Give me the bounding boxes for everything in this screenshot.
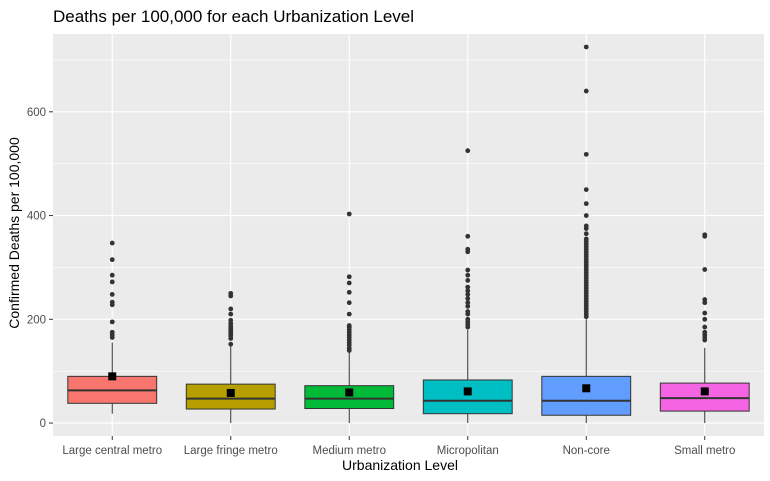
outlier-point	[465, 309, 471, 314]
outlier-point	[583, 44, 589, 50]
outlier-point	[465, 148, 471, 154]
outlier-point	[583, 223, 589, 229]
outlier-point	[228, 290, 234, 296]
x-axis: Large central metro Large fringe metro Med…	[62, 436, 735, 457]
x-tick-label: Medium metro	[313, 445, 387, 457]
outlier-point	[583, 236, 589, 242]
y-tick-label: 200	[27, 314, 46, 326]
outlier-point	[702, 324, 708, 330]
outlier-point	[346, 311, 352, 317]
outlier-point	[346, 280, 352, 286]
outlier-point	[346, 211, 352, 217]
outlier-point	[346, 300, 352, 306]
outlier-point	[228, 341, 234, 347]
mean-marker	[700, 387, 709, 396]
y-tick-label: 600	[27, 107, 46, 119]
outlier-point	[109, 329, 115, 335]
y-axis-title: Confirmed Deaths per 100,000	[6, 137, 22, 329]
outlier-point	[583, 88, 589, 94]
outlier-point	[465, 303, 471, 309]
box-group	[659, 232, 750, 424]
outlier-point	[583, 213, 589, 218]
outlier-point	[465, 277, 471, 283]
outlier-point	[109, 319, 115, 325]
mean-marker	[582, 384, 591, 393]
outlier-point	[109, 240, 115, 246]
minor-gridlines	[53, 59, 764, 372]
x-tick-label: Non-core	[563, 445, 610, 457]
box-group	[304, 211, 395, 424]
outlier-point	[465, 288, 471, 294]
outlier-point	[465, 246, 471, 252]
box	[422, 379, 513, 415]
outlier-point	[702, 297, 708, 302]
outlier-point	[346, 274, 352, 280]
outlier-point	[465, 267, 471, 273]
outlier-point	[109, 257, 115, 263]
outlier-point	[465, 284, 471, 290]
outlier-point	[702, 316, 708, 322]
y-tick-label: 400	[27, 211, 46, 223]
box	[304, 385, 395, 410]
y-axis: 0 200 400 600	[27, 107, 53, 430]
mean-marker	[108, 372, 117, 381]
mean-marker	[226, 388, 235, 397]
box-group	[422, 148, 513, 424]
outlier-point	[465, 316, 471, 322]
chart-title: Deaths per 100,000 for each Urbanization…	[53, 7, 414, 26]
outlier-point	[228, 306, 234, 312]
outlier-point	[583, 231, 589, 237]
outlier-point	[465, 291, 471, 297]
box	[659, 382, 750, 412]
x-tick-label: Large fringe metro	[184, 445, 278, 457]
outlier-point	[109, 299, 115, 305]
box-group	[67, 240, 158, 414]
mean-marker	[463, 387, 472, 396]
outlier-point	[702, 329, 708, 335]
outlier-point	[702, 232, 708, 238]
x-tick-label: Large central metro	[62, 445, 162, 457]
outlier-point	[109, 291, 115, 297]
box-group	[541, 44, 632, 424]
outlier-point	[109, 279, 115, 285]
outlier-point	[228, 317, 234, 323]
outlier-point	[346, 323, 352, 328]
plot-panel	[53, 34, 764, 436]
outlier-point	[583, 187, 589, 193]
outlier-point	[465, 272, 471, 278]
outlier-point	[465, 233, 471, 239]
outlier-point	[228, 311, 234, 317]
outlier-point	[465, 300, 471, 306]
boxes-layer	[67, 44, 750, 424]
x-tick-label: Small metro	[674, 445, 735, 457]
outlier-point	[583, 201, 589, 207]
y-tick-label: 0	[40, 418, 46, 430]
box	[541, 375, 632, 416]
outlier-point	[346, 289, 352, 295]
outlier-point	[465, 296, 471, 301]
outlier-point	[109, 272, 115, 278]
mean-marker	[345, 388, 354, 397]
outlier-point	[583, 151, 589, 157]
outlier-point	[702, 310, 708, 316]
x-axis-title: Urbanization Level	[342, 457, 458, 473]
box-group	[185, 290, 276, 424]
outlier-point	[702, 267, 708, 272]
x-tick-label: Micropolitan	[437, 445, 499, 457]
